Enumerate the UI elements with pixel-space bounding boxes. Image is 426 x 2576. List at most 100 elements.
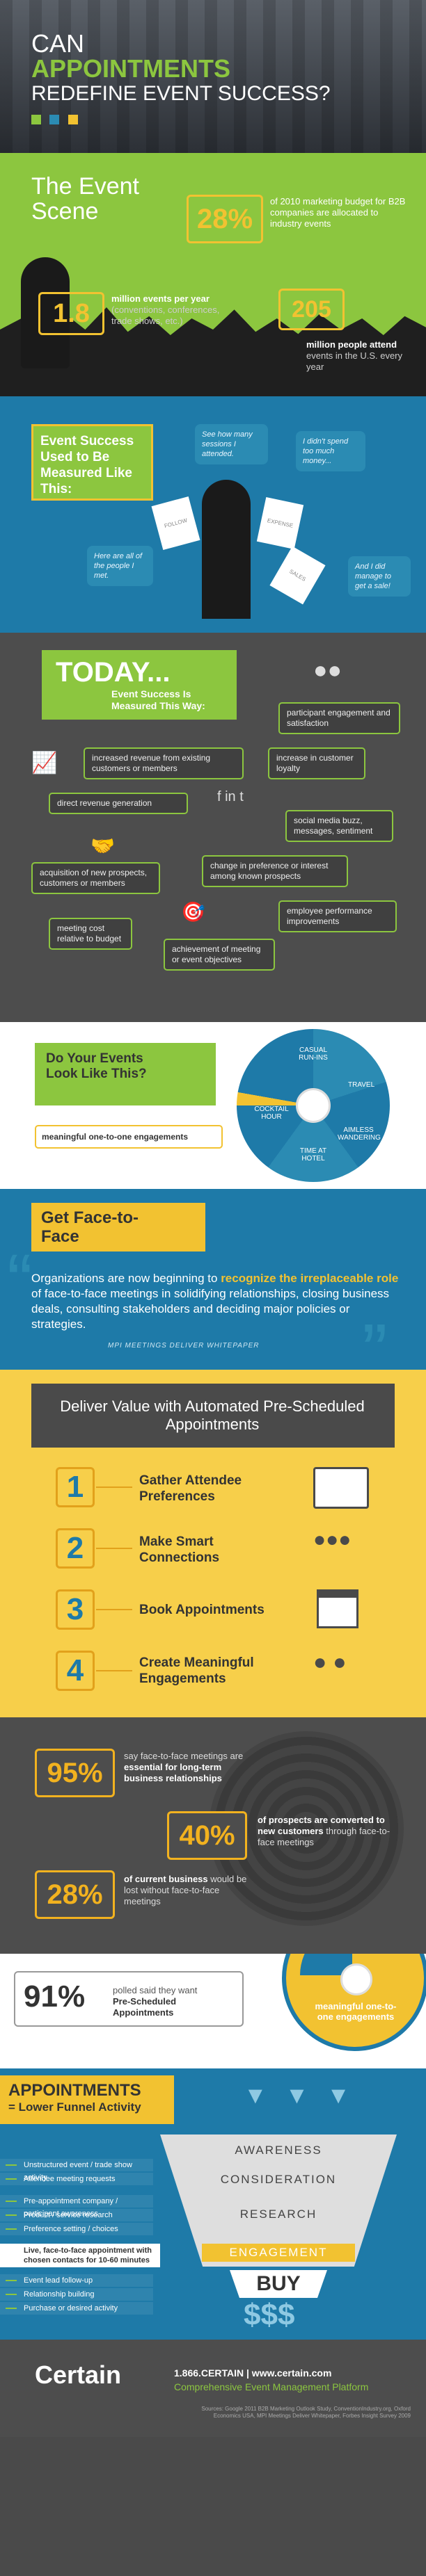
events-look-title: Do Your Events Look Like This? [46, 1051, 147, 1081]
today-section: TODAY... Event Success Is Measured This … [0, 633, 426, 1022]
step-3-number: 3 [56, 1589, 95, 1630]
hero-swatches [31, 115, 78, 128]
dollar-icons: $$$ [244, 2298, 295, 2332]
today-title: TODAY... [56, 657, 171, 688]
wheel-casual: CASUAL RUN-INS [299, 1046, 328, 1062]
deliver-title-box: Deliver Value with Automated Pre-Schedul… [31, 1384, 395, 1448]
step-2-number: 2 [56, 1528, 95, 1569]
poll-bold: Pre-Scheduled Appointments [113, 1996, 177, 2018]
poll-section: 91% polled said they want Pre-Scheduled … [0, 1954, 426, 2068]
funnel-item-4: Product / service research [0, 2209, 153, 2221]
stat-205-detail: events in the U.S. every year [306, 350, 403, 372]
funnel-item-6: Live, face-to-face appointment with chos… [0, 2244, 160, 2267]
swatch-blue [49, 115, 60, 124]
people-icon: ●● [313, 657, 342, 683]
today-item-8: employee performance improvements [278, 900, 397, 932]
clock-icon [296, 1088, 331, 1123]
funnel-section: APPOINTMENTS = Lower Funnel Activity Uns… [0, 2068, 426, 2340]
footer-sources: Sources: Google 2011 B2B Marketing Outlo… [201, 2406, 411, 2419]
funnel-item-8: Relationship building [0, 2288, 153, 2301]
certain-logo[interactable]: Certain [35, 2360, 122, 2389]
stat-40-pre: of prospects are converted [258, 1815, 374, 1825]
poll-clock-icon [340, 1963, 372, 1995]
funnel-title-box: APPOINTMENTS = Lower Funnel Activity [0, 2075, 174, 2124]
poll-text: polled said they want Pre-Scheduled Appo… [113, 1985, 238, 2018]
step-1-line [96, 1487, 132, 1488]
step-3-line [96, 1609, 132, 1610]
stat-28-text: of 2010 marketing budget for B2B compani… [270, 196, 406, 229]
poll-pre: polled said they want [113, 1985, 198, 1995]
f2f-source: MPI MEETINGS DELIVER WHITEPAPER [108, 1342, 260, 1350]
stat-28-box: 28% [35, 1870, 115, 1919]
stat-95-bold: essential for long-term business relatio… [124, 1762, 222, 1783]
juggler-silhouette [202, 480, 251, 619]
funnel-buy-box: BUY [230, 2270, 327, 2298]
f2f-body: Organizations are now beginning to recog… [31, 1271, 400, 1332]
hero-section: CAN APPOINTMENTS REDEFINE EVENT SUCCESS? [0, 0, 426, 153]
stat-40-bold: to new customers [258, 1815, 385, 1836]
quote-sale: And I did manage to get a sale! [348, 556, 411, 597]
stat-95-text: say face-to-face meetings are essential … [124, 1751, 263, 1784]
stats-section: 95% say face-to-face meetings are essent… [0, 1717, 426, 1954]
step-2-line [96, 1548, 132, 1549]
step-2-label: Make Smart Connections [139, 1534, 220, 1565]
wheel-cocktail: COCKTAIL HOUR [254, 1105, 289, 1121]
funnel-item-5: Preference setting / choices [0, 2223, 153, 2235]
funnel-arrows: ▼▼▼ [244, 2082, 368, 2109]
social-icons: f in t [217, 789, 244, 804]
today-item-2: increased revenue from existing customer… [84, 747, 244, 779]
measured-title-box: Event Success Used to Be Measured Like T… [31, 424, 153, 501]
footer-contact[interactable]: 1.866.CERTAIN | www.certain.com [174, 2367, 332, 2379]
poll-box: 91% polled said they want Pre-Scheduled … [14, 1971, 244, 2027]
today-item-7: change in preference or interest among k… [202, 855, 348, 887]
paper-expense: EXPENSE [256, 496, 304, 550]
funnel-item-9: Purchase or desired activity [0, 2302, 153, 2315]
hero-line3: REDEFINE EVENT SUCCESS? [31, 82, 331, 105]
stat-205-bold: million people attend [306, 339, 397, 350]
stat-205-box: 205 [278, 289, 345, 330]
connections-icon: ●●● [313, 1528, 352, 1551]
stat-28-bold: of current business [124, 1874, 208, 1884]
wheel-travel: TRAVEL [348, 1081, 375, 1089]
f2f-body-1: Organizations are now beginning to [31, 1272, 221, 1285]
quote-sessions: See how many sessions I attended. [195, 424, 268, 464]
step-4-line [96, 1670, 132, 1671]
poll-wheel: meaningful one-to-one engagements [282, 1954, 426, 2051]
step-1-number: 1 [56, 1467, 95, 1507]
f2f-section: Get Face-to-Face “ ” Organizations are n… [0, 1189, 426, 1370]
funnel-level-consideration: CONSIDERATION [220, 2173, 337, 2186]
events-look-label: meaningful one-to-one engagements [35, 1125, 223, 1149]
target-icon: 🎯 [181, 901, 205, 923]
today-item-4: direct revenue generation [49, 793, 188, 814]
funnel-level-buy: BUY [256, 2272, 301, 2295]
today-item-6: acquisition of new prospects, customers … [31, 862, 160, 894]
swatch-green [31, 115, 41, 124]
stat-95-box: 95% [35, 1749, 115, 1797]
step-1-label: Gather Attendee Preferences [139, 1473, 242, 1504]
stat-205-text: million people attend events in the U.S.… [306, 339, 411, 373]
funnel-item-3: Pre-appointment company / participant aw… [0, 2195, 153, 2218]
funnel-level-research: RESEARCH [239, 2208, 317, 2221]
scene-title: The Event Scene [31, 173, 139, 225]
chart-icon: 📈 [31, 752, 58, 775]
engagement-icon: ● ● [313, 1649, 347, 1674]
today-item-10: achievement of meeting or event objectiv… [164, 939, 275, 971]
stat-40-box: 40% [167, 1811, 247, 1860]
paper-follow: FOLLOW [151, 496, 200, 551]
event-scene-section: The Event Scene 28% of 2010 marketing bu… [0, 153, 426, 396]
funnel-item-2: Attendee meeting requests [0, 2173, 153, 2185]
footer-section: Certain 1.866.CERTAIN | www.certain.com … [0, 2340, 426, 2437]
preferences-icon [313, 1467, 369, 1509]
stat-28-text: of current business would be lost withou… [124, 1874, 249, 1907]
funnel-item-7: Event lead follow-up [0, 2274, 153, 2287]
quote-money: I didn't spend too much money... [296, 431, 365, 471]
poll-wheel-label: meaningful one-to-one engagements [315, 2001, 397, 2022]
footer-tagline: Comprehensive Event Management Platform [174, 2381, 369, 2392]
stat-18-text: million events per year (conventions, co… [111, 293, 223, 327]
paper-sales: SALES [269, 546, 326, 605]
quote-mark-close: ” [362, 1309, 388, 1370]
events-look-title-box: Do Your Events Look Like This? [35, 1043, 216, 1105]
stat-18-box: 1.8 [38, 292, 104, 335]
stat-40-post: through face-to-face meetings [258, 1826, 390, 1847]
measured-title: Event Success Used to Be Measured Like T… [40, 434, 134, 496]
